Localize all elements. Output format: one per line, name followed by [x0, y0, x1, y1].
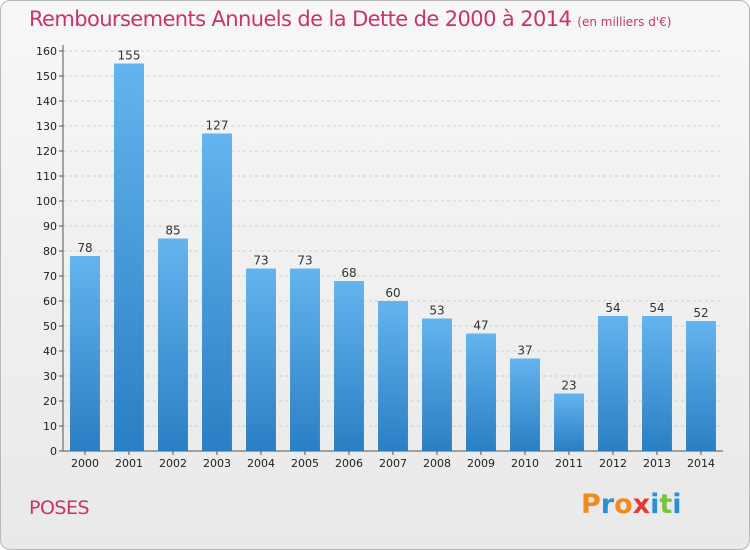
bar [334, 281, 364, 451]
x-tick-label: 2001 [115, 457, 143, 470]
bar [246, 268, 276, 451]
chart-title: Remboursements Annuels de la Dette de 20… [29, 7, 671, 31]
logo-letter: t [659, 489, 673, 520]
y-tick-label: 10 [43, 420, 57, 433]
data-label: 85 [165, 224, 180, 238]
x-tick-label: 2003 [203, 457, 231, 470]
x-tick-label: 2005 [291, 457, 319, 470]
x-tick-label: 2012 [599, 457, 627, 470]
bar [158, 238, 188, 451]
y-tick-label: 120 [36, 145, 57, 158]
chart-title-text: Remboursements Annuels de la Dette de 20… [29, 7, 572, 31]
bar [466, 333, 496, 451]
data-label: 54 [605, 301, 620, 315]
y-tick-label: 80 [43, 245, 57, 258]
logo-letter: i [672, 489, 682, 520]
y-tick-label: 30 [43, 370, 57, 383]
x-tick-label: 2006 [335, 457, 363, 470]
logo-letter: i [650, 489, 660, 520]
y-tick-label: 150 [36, 70, 57, 83]
data-labels: 78 155 85 127 73 73 68 60 53 47 37 23 54 54 52 [77, 49, 708, 393]
x-tick-labels: 2000 2001 2002 2003 2004 2005 2006 2007 2008 2009… [71, 451, 715, 470]
x-tick-label: 2014 [687, 457, 715, 470]
y-tick-labels: 0 10 20 30 40 50 60 70 80 90 100 110 120 130 140 150 160 [36, 45, 57, 458]
x-tick-label: 2013 [643, 457, 671, 470]
bar [642, 316, 672, 451]
logo-letter: r [600, 489, 615, 520]
bar [598, 316, 628, 451]
data-label: 37 [517, 344, 532, 358]
data-label: 54 [649, 301, 664, 315]
y-tick-label: 160 [36, 45, 57, 58]
y-tick-label: 70 [43, 270, 57, 283]
bar [70, 256, 100, 451]
bar [554, 393, 584, 451]
logo-letter: x [632, 489, 651, 520]
x-tick-label: 2008 [423, 457, 451, 470]
bars [70, 63, 716, 451]
x-tick-label: 2009 [467, 457, 495, 470]
logo-letter: o [614, 489, 633, 520]
data-label: 155 [118, 49, 141, 63]
x-tick-label: 2004 [247, 457, 275, 470]
data-label: 68 [341, 266, 356, 280]
data-label: 73 [297, 254, 312, 268]
y-tick-label: 40 [43, 345, 57, 358]
y-tick-label: 100 [36, 195, 57, 208]
data-label: 53 [429, 304, 444, 318]
x-tick-label: 2000 [71, 457, 99, 470]
data-label: 78 [77, 241, 92, 255]
data-label: 47 [473, 319, 488, 333]
bar [290, 268, 320, 451]
data-label: 23 [561, 379, 576, 393]
y-tick-label: 50 [43, 320, 57, 333]
bar [510, 358, 540, 451]
data-label: 127 [206, 119, 229, 133]
bar [422, 318, 452, 451]
bar [114, 63, 144, 451]
data-label: 73 [253, 254, 268, 268]
y-tick-label: 0 [50, 445, 57, 458]
data-label: 52 [693, 306, 708, 320]
y-tick-label: 130 [36, 120, 57, 133]
proxiti-logo: Proxiti [581, 489, 682, 520]
commune-name: POSES [29, 497, 90, 519]
x-tick-label: 2010 [511, 457, 539, 470]
y-tick-label: 110 [36, 170, 57, 183]
y-tick-label: 140 [36, 95, 57, 108]
data-label: 60 [385, 286, 400, 300]
y-tick-label: 60 [43, 295, 57, 308]
x-tick-label: 2011 [555, 457, 583, 470]
bar [202, 133, 232, 451]
x-tick-label: 2007 [379, 457, 407, 470]
bar [686, 321, 716, 451]
bar [378, 301, 408, 451]
logo-letter: P [581, 489, 601, 520]
y-tick-label: 90 [43, 220, 57, 233]
chart-unit: (en milliers d'€) [577, 15, 672, 29]
x-tick-label: 2002 [159, 457, 187, 470]
y-tick-label: 20 [43, 395, 57, 408]
